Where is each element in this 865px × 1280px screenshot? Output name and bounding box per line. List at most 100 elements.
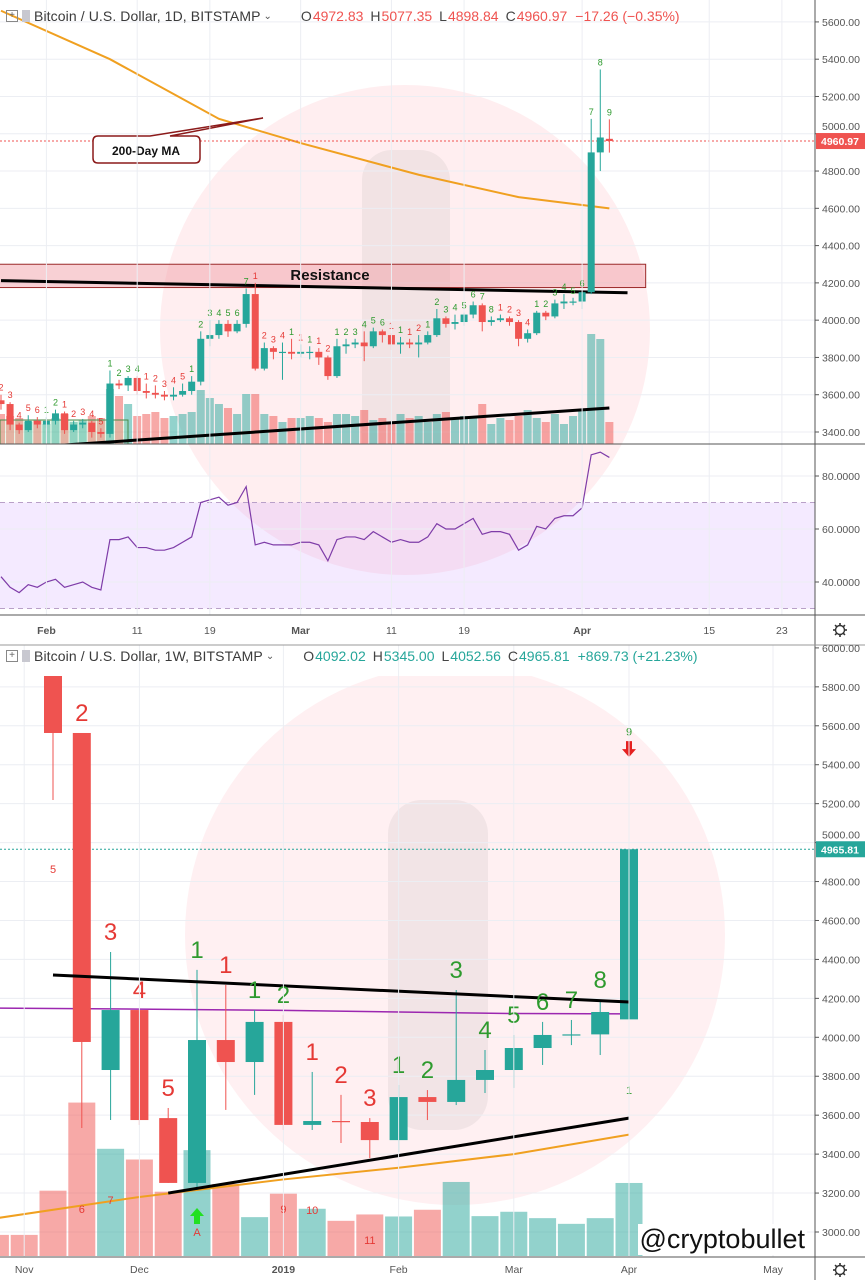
volume-bar — [78, 420, 87, 444]
plus-square-icon[interactable]: + — [6, 10, 18, 22]
candle — [61, 413, 69, 431]
plus-square-icon[interactable]: + — [6, 650, 18, 662]
td-count-label: 2 — [153, 373, 158, 383]
volume-bar — [260, 414, 269, 444]
volume-bar — [586, 1218, 614, 1256]
daily-chart-header: + Bitcoin / U.S. Dollar, 1D, BITSTAMP ⌄ … — [6, 7, 680, 25]
price-axis-label: 4800.00 — [822, 166, 860, 178]
volume-bar — [478, 404, 487, 444]
volume-bar — [569, 416, 578, 444]
volume-bar — [605, 422, 614, 444]
volume-bar — [323, 422, 332, 444]
candle — [496, 318, 504, 321]
symbol-title[interactable]: Bitcoin / U.S. Dollar, 1W, BITSTAMP — [34, 648, 263, 664]
td-count-label: 1 — [307, 334, 312, 344]
td-count-label: 6 — [235, 308, 240, 318]
candle — [124, 377, 132, 386]
volume-bar — [360, 410, 369, 444]
symbol-title[interactable]: Bitcoin / U.S. Dollar, 1D, BITSTAMP — [34, 8, 261, 24]
volume-bar — [529, 1218, 557, 1256]
chevron-down-icon[interactable]: ⌄ — [263, 10, 272, 22]
candle — [245, 1021, 264, 1063]
chevron-down-icon[interactable]: ⌄ — [265, 650, 275, 662]
rsi-axis-label: 60.0000 — [822, 524, 860, 536]
candle — [476, 1070, 494, 1080]
gear-icon-tooth — [842, 1264, 846, 1268]
flag-icon[interactable] — [22, 10, 30, 22]
time-axis-label: Dec — [130, 1264, 149, 1276]
candle — [315, 351, 323, 358]
ma-purple-line — [0, 1007, 630, 1015]
td-setup-label: 3 — [363, 1085, 376, 1112]
candle — [97, 432, 105, 434]
close-value: 4960.97 — [516, 8, 568, 24]
price-axis-label: 3400.00 — [822, 427, 860, 439]
td-setup-label: 5 — [162, 1075, 175, 1102]
gear-icon[interactable] — [833, 623, 847, 637]
candle — [303, 1121, 322, 1125]
change-value: +869.73 (+21.23%) — [577, 648, 698, 664]
candle — [587, 152, 595, 293]
candle — [101, 1010, 120, 1071]
candle — [278, 351, 286, 354]
price-axis-label: 5600.00 — [822, 17, 860, 29]
td-count-label: 4 — [171, 375, 176, 385]
flag-icon[interactable] — [22, 650, 30, 662]
price-axis-label: 5000.00 — [822, 829, 860, 841]
td-count-label: 1 — [534, 299, 539, 309]
candle — [418, 1097, 437, 1102]
close-label: C — [505, 8, 516, 24]
td-count-label: 2 — [117, 368, 122, 378]
candle — [596, 137, 604, 153]
candle — [288, 351, 296, 354]
volume-bar — [51, 418, 60, 444]
candle — [524, 333, 532, 339]
price-axis-label: 3400.00 — [822, 1149, 860, 1161]
daily-price-pane: Resistance234561212345123412345123456712… — [0, 9, 815, 444]
volume-bar — [0, 414, 5, 444]
volume-bar — [224, 408, 232, 444]
td-count-label: 3 — [126, 364, 131, 374]
candle — [332, 1121, 350, 1123]
td-count-label: 1 — [407, 327, 412, 337]
time-axis-label: 2019 — [272, 1264, 296, 1276]
td-count-label: 6 — [35, 405, 40, 415]
td-count-label: 3 — [162, 379, 167, 389]
td-countdown-label: 5 — [50, 864, 56, 876]
price-axis-label: 4800.00 — [822, 877, 860, 889]
td-count-label: 8 — [598, 57, 603, 67]
time-axis-label: Feb — [37, 625, 56, 637]
volume-bar — [305, 416, 314, 444]
open-value: 4092.02 — [315, 648, 366, 664]
volume-bar — [24, 422, 33, 444]
candle — [179, 390, 187, 395]
candle — [260, 348, 268, 369]
time-axis-label: 11 — [132, 625, 143, 637]
gear-icon-tooth — [842, 632, 846, 636]
price-axis-label: 4200.00 — [822, 993, 860, 1005]
td-count-label: 9 — [607, 107, 612, 117]
volume-bar — [142, 414, 151, 444]
td-count-label: 1 — [334, 327, 339, 337]
td-count-label: 1 — [62, 399, 67, 409]
price-axis-label: 5200.00 — [822, 799, 860, 811]
td-countdown-label: 10 — [306, 1205, 318, 1217]
bullet-watermark-icon — [362, 150, 450, 444]
td-setup-label: 7 — [565, 987, 578, 1014]
gear-icon-tooth — [842, 624, 846, 628]
candle — [142, 390, 150, 393]
candle — [88, 422, 96, 432]
open-value: 4972.83 — [312, 8, 364, 24]
td-count-label: 1 — [107, 358, 112, 368]
td-setup-label: 1 — [248, 977, 261, 1004]
candle — [269, 348, 277, 352]
ma-orange-line — [0, 1133, 630, 1219]
volume-bar — [423, 422, 432, 444]
td-count-label: 4 — [452, 303, 457, 313]
td-count-label: 5 — [371, 316, 376, 326]
volume-bar — [471, 1216, 499, 1256]
volume-bar — [314, 418, 323, 444]
td-count-label: 1 — [144, 372, 149, 382]
gear-icon[interactable] — [833, 1263, 847, 1277]
